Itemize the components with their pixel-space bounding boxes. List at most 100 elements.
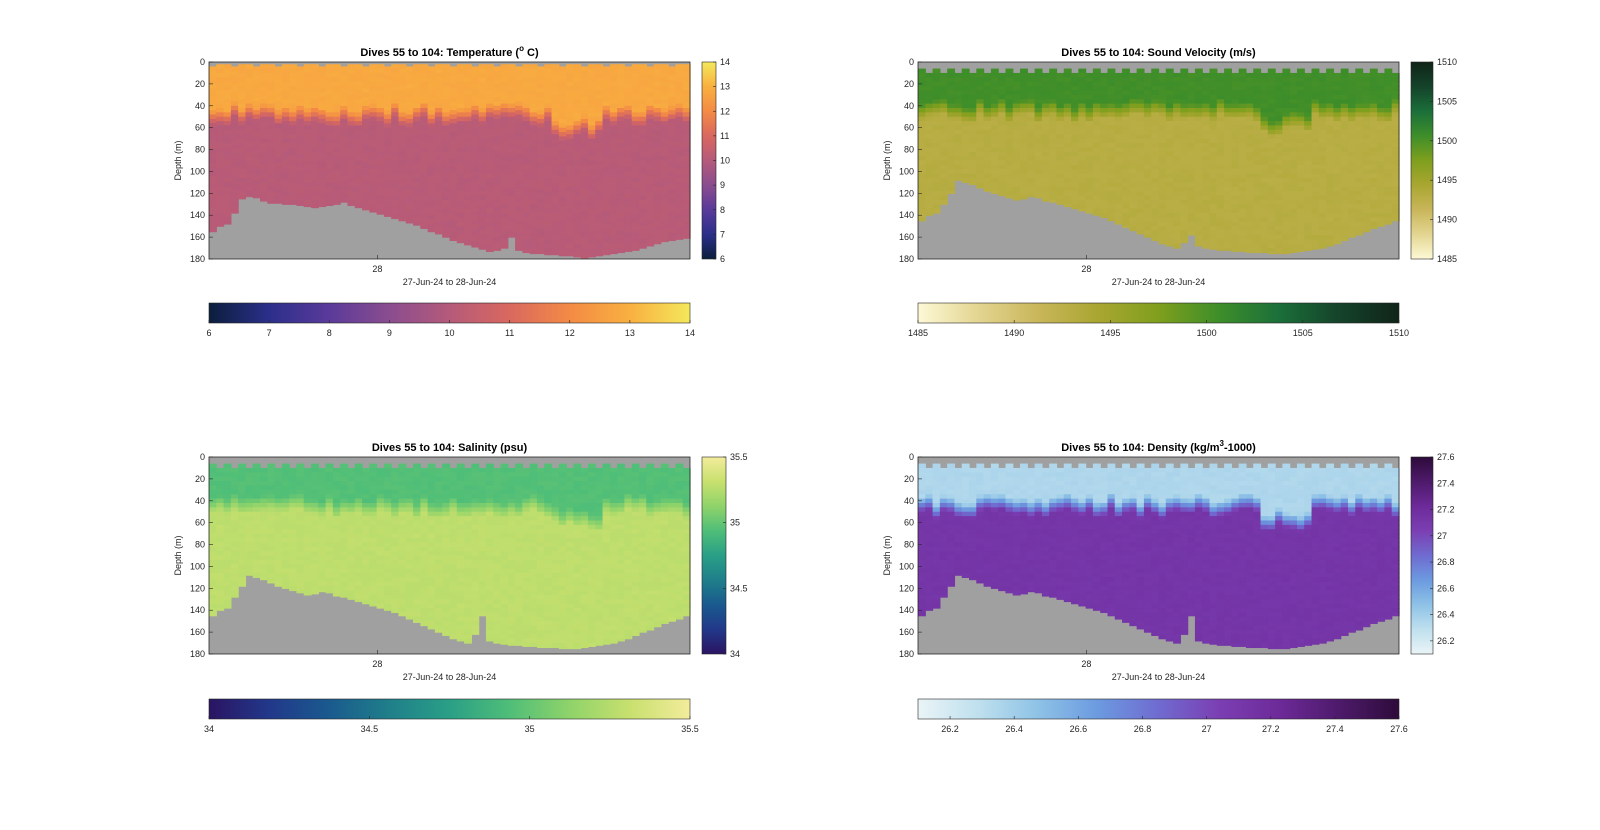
- heatmap-cell: [1092, 129, 1101, 135]
- heatmap-cell: [311, 125, 319, 131]
- heatmap-cell: [245, 186, 254, 192]
- colorbar-tick-label: 1485: [1437, 254, 1457, 264]
- heatmap-cell: [507, 64, 516, 70]
- heatmap-cell: [1333, 208, 1342, 214]
- heatmap-cell: [990, 147, 999, 153]
- heatmap-cell: [954, 147, 963, 153]
- heatmap-cell: [1304, 160, 1313, 166]
- heatmap-cell: [434, 164, 443, 170]
- heatmap-cell: [522, 230, 531, 236]
- heatmap-cell: [1012, 147, 1021, 153]
- heatmap-cell: [1209, 103, 1218, 109]
- heatmap-cell: [617, 90, 626, 96]
- heatmap-cell: [223, 151, 232, 157]
- heatmap-cell: [631, 125, 640, 131]
- heatmap-cell: [442, 107, 451, 113]
- heatmap-cell: [238, 94, 247, 100]
- heatmap-cell: [434, 64, 443, 70]
- heatmap-cell: [1020, 195, 1028, 200]
- heatmap-cell: [1056, 195, 1065, 201]
- heatmap-cell: [281, 81, 290, 87]
- heatmap-cell: [1085, 156, 1094, 162]
- heatmap-cell: [939, 142, 948, 148]
- heatmap-cell: [631, 173, 640, 179]
- heatmap-cell: [1253, 77, 1262, 83]
- heatmap-cell: [485, 81, 494, 87]
- heatmap-cell: [296, 162, 305, 168]
- heatmap-cell: [420, 199, 429, 205]
- heatmap-cell: [1049, 121, 1058, 127]
- heatmap-cell: [918, 186, 926, 192]
- heatmap-cell: [675, 68, 684, 74]
- heatmap-cell: [638, 86, 647, 92]
- heatmap-cell: [1260, 90, 1269, 96]
- heatmap-cell: [1078, 112, 1087, 118]
- heatmap-cell: [544, 208, 553, 214]
- heatmap-cell: [580, 167, 589, 173]
- heatmap-cell: [947, 90, 956, 96]
- heatmap-cell: [515, 83, 523, 89]
- heatmap-cell: [383, 118, 392, 124]
- heatmap-cell: [325, 160, 334, 166]
- heatmap-cell: [1092, 204, 1101, 210]
- heatmap-cell: [1202, 204, 1211, 210]
- heatmap-cell: [493, 219, 502, 225]
- heatmap-cell: [609, 94, 618, 100]
- heatmap-cell: [969, 121, 977, 127]
- heatmap-cell: [1136, 116, 1145, 122]
- heatmap-cell: [587, 156, 596, 162]
- heatmap-cell: [1049, 199, 1058, 203]
- heatmap-cell: [1158, 178, 1167, 183]
- heatmap-cell: [595, 226, 604, 232]
- heatmap-cell: [558, 254, 567, 257]
- heatmap-cell: [1326, 81, 1335, 87]
- heatmap-cell: [682, 134, 691, 140]
- heatmap-cell: [1245, 72, 1254, 78]
- heatmap-cell: [1231, 156, 1240, 162]
- heatmap-cell: [969, 147, 977, 153]
- heatmap-cell: [1034, 138, 1043, 144]
- heatmap-cell: [947, 156, 956, 162]
- heatmap-cell: [464, 221, 472, 227]
- heatmap-cell: [216, 103, 225, 109]
- heatmap-cell: [493, 215, 502, 221]
- heatmap-cell: [281, 68, 290, 74]
- heatmap-cell: [1005, 99, 1014, 105]
- heatmap-cell: [609, 151, 618, 157]
- heatmap-cell: [289, 138, 298, 144]
- heatmap-cell: [434, 191, 443, 197]
- heatmap-cell: [522, 142, 531, 148]
- heatmap-cell: [1071, 169, 1079, 175]
- heatmap-cell: [1012, 125, 1021, 131]
- heatmap-cell: [1296, 164, 1305, 170]
- heatmap-cell: [1369, 195, 1378, 201]
- heatmap-cell: [216, 72, 225, 78]
- heatmap-cell: [1173, 142, 1181, 148]
- heatmap-cell: [1347, 77, 1356, 83]
- heatmap-cell: [1289, 213, 1298, 219]
- heatmap-cell: [595, 239, 604, 245]
- heatmap-cell: [1100, 142, 1109, 148]
- heatmap-cell: [976, 134, 985, 140]
- heatmap-cell: [1122, 151, 1130, 157]
- heatmap-cell: [587, 199, 596, 205]
- heatmap-cell: [1049, 178, 1058, 183]
- heatmap-cell: [1136, 142, 1145, 148]
- heatmap-cell: [369, 138, 378, 144]
- heatmap-cell: [296, 140, 305, 146]
- heatmap-cell: [1114, 147, 1123, 153]
- heatmap-cell: [340, 184, 349, 190]
- heatmap-cell: [1151, 68, 1160, 74]
- heatmap-cell: [595, 81, 604, 87]
- heatmap-cell: [617, 77, 626, 83]
- heatmap-cell: [961, 99, 970, 105]
- heatmap-cell: [303, 156, 312, 162]
- heatmap-cell: [668, 193, 677, 199]
- heatmap-cell: [281, 103, 290, 109]
- heatmap-cell: [1180, 77, 1189, 83]
- heatmap-cell: [624, 219, 633, 225]
- heatmap-cell: [1355, 191, 1364, 197]
- heatmap-cell: [1180, 116, 1189, 122]
- heatmap-cell: [624, 210, 633, 216]
- heatmap-cell: [230, 188, 239, 194]
